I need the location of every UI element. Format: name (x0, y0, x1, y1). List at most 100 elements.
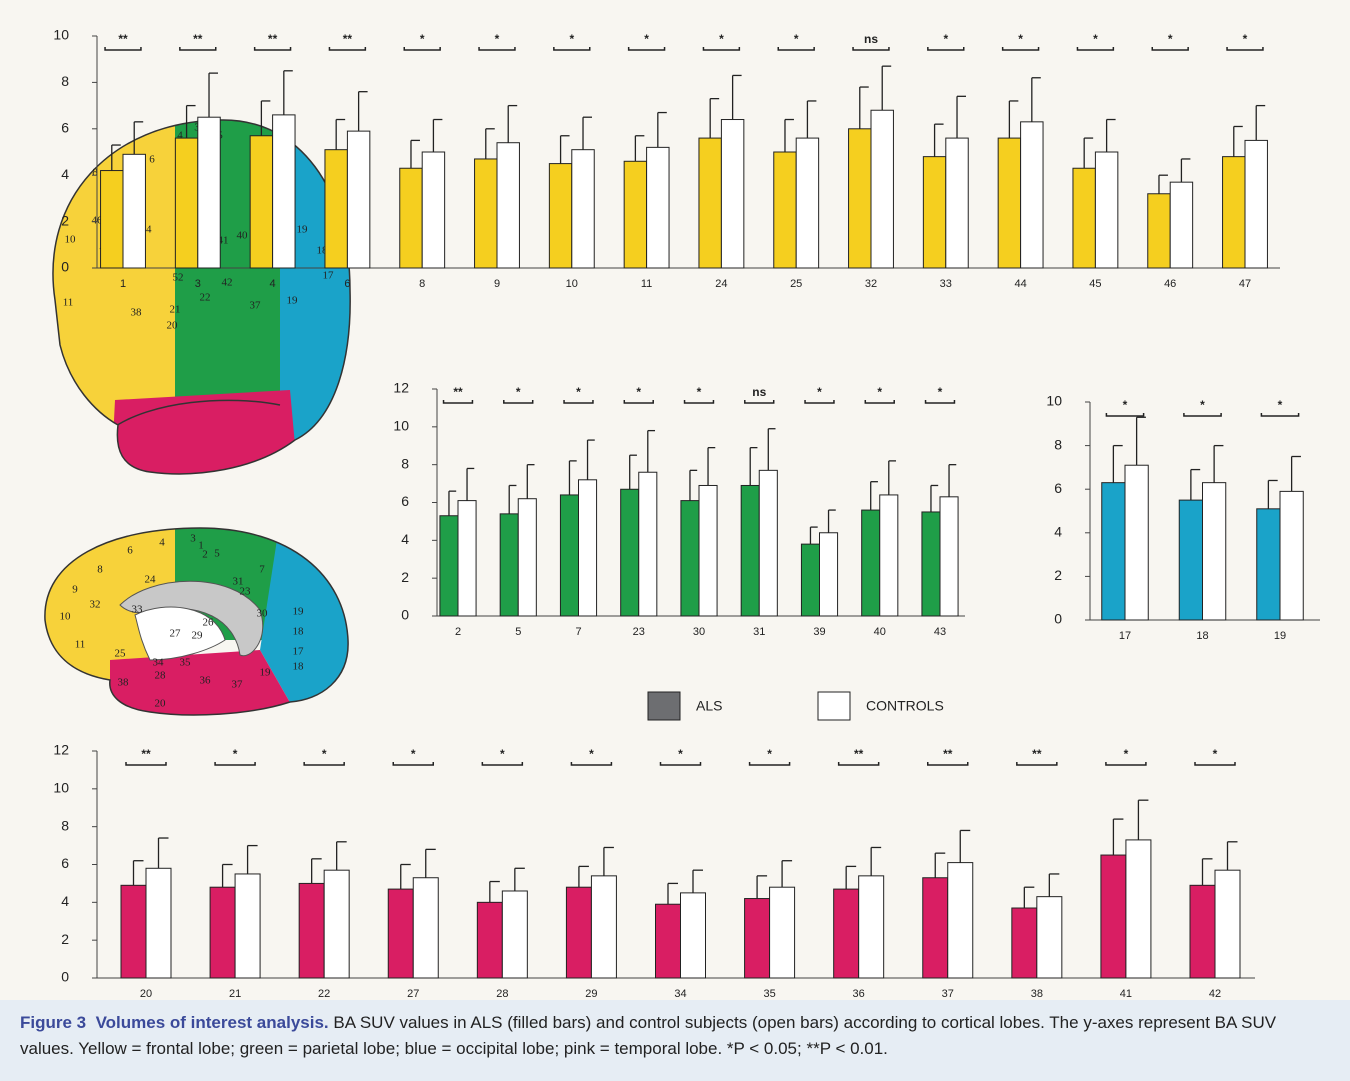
legend-swatch (817, 691, 851, 721)
x-tick-label: 25 (790, 278, 802, 290)
bar (800, 543, 820, 617)
significance-label: ** (268, 32, 278, 46)
significance-label: * (495, 32, 500, 46)
brain-area-label: 34 (153, 657, 165, 669)
x-tick-label: 7 (575, 626, 581, 638)
x-tick-label: 24 (715, 278, 727, 290)
significance-bracket (328, 47, 367, 51)
brain-area-label: 19 (297, 224, 309, 236)
legend-label: ALS (696, 698, 722, 714)
y-tick-label: 4 (61, 893, 69, 909)
brain-area-label: 9 (72, 584, 78, 596)
y-tick-label: 8 (61, 73, 69, 89)
x-tick-label: 22 (318, 988, 330, 1000)
bar (565, 886, 592, 979)
brain-area-label: 4 (159, 537, 165, 549)
significance-bracket (1076, 47, 1115, 51)
significance-label: ** (118, 32, 128, 46)
significance-bracket (623, 400, 654, 404)
bar (496, 142, 520, 269)
significance-bracket (104, 47, 142, 51)
x-tick-label: 9 (494, 278, 500, 290)
bar (1147, 193, 1171, 269)
significance-bracket (1183, 413, 1222, 417)
significance-bracket (214, 762, 256, 766)
significance-label: ns (752, 385, 766, 399)
brain-area-label: 3 (194, 122, 200, 134)
bar (861, 509, 881, 617)
bar (1189, 884, 1216, 979)
brain-area-label: 17 (293, 646, 305, 658)
brain-area-label: 23 (240, 586, 252, 598)
significance-label: * (322, 747, 327, 761)
significance-label: * (943, 32, 948, 46)
significance-bracket (1194, 762, 1236, 766)
x-tick-label: 27 (407, 988, 419, 1000)
bar (120, 884, 147, 979)
significance-label: ** (453, 385, 463, 399)
bar (1256, 508, 1281, 621)
significance-bracket (570, 762, 613, 766)
significance-bracket (1105, 413, 1145, 417)
bar (858, 875, 885, 979)
y-tick-label: 10 (53, 27, 69, 43)
brain-area-label: 3 (190, 533, 196, 545)
brain-area-label: 35 (180, 657, 192, 669)
significance-label: * (1018, 32, 1023, 46)
y-tick-label: 0 (1054, 611, 1062, 627)
bar (1101, 482, 1126, 621)
y-tick-label: 4 (401, 531, 409, 547)
brain-area-label: 38 (131, 307, 143, 319)
bar (346, 130, 371, 269)
bar (1094, 151, 1119, 269)
significance-bracket (837, 762, 880, 766)
bar (474, 158, 498, 269)
significance-label: * (569, 32, 574, 46)
bar (571, 149, 595, 269)
significance-bracket (1260, 413, 1300, 417)
y-tick-label: 12 (53, 742, 69, 758)
caption-title: Volumes of interest analysis. (95, 1013, 329, 1032)
brain-area-label: 2 (202, 549, 208, 561)
brain-area-label: 19 (293, 606, 305, 618)
x-tick-label: 20 (140, 988, 152, 1000)
x-tick-label: 4 (270, 278, 276, 290)
y-tick-label: 6 (61, 120, 69, 136)
brain-area-label: 10 (60, 611, 72, 623)
brain-area-label: 32 (90, 599, 101, 611)
bar (740, 484, 760, 617)
y-tick-label: 10 (393, 418, 409, 434)
x-tick-label: 39 (813, 626, 825, 638)
significance-label: * (1123, 398, 1128, 412)
bar (638, 471, 658, 617)
x-tick-label: 47 (1239, 278, 1251, 290)
bar (698, 484, 718, 617)
bar (1279, 490, 1304, 621)
brain-area-label: 31 (233, 576, 244, 588)
bar (174, 137, 199, 269)
significance-label: ** (343, 32, 353, 46)
significance-bracket (683, 400, 715, 404)
bar (122, 153, 146, 269)
bar (680, 500, 700, 617)
significance-bracket (303, 762, 345, 766)
brain-area-label: 17 (323, 270, 335, 282)
bar (421, 151, 446, 269)
bar (145, 867, 172, 979)
significance-label: ** (854, 747, 864, 761)
brain-area-label: 38 (118, 677, 130, 689)
bar (680, 892, 706, 979)
brain-area-label: 21 (170, 304, 181, 316)
bar (1202, 482, 1227, 621)
significance-bracket (1105, 762, 1147, 766)
significance-label: * (719, 32, 724, 46)
legend-swatch (647, 691, 681, 721)
significance-label: * (1213, 747, 1218, 761)
significance-label: * (1200, 398, 1205, 412)
figure: 8643125794610454443414039191817475242222… (44, 27, 1320, 1000)
x-tick-label: 37 (942, 988, 954, 1000)
brain-area-label: 24 (145, 574, 157, 586)
significance-label: ** (141, 747, 151, 761)
brain-area-label: 19 (260, 667, 272, 679)
